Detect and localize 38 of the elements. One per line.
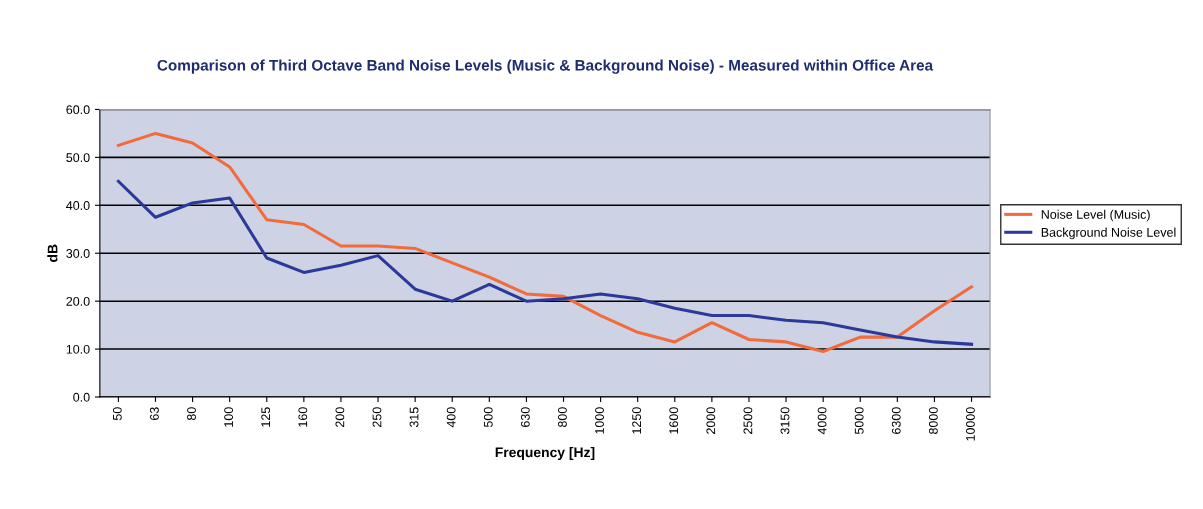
x-tick-label: 400 — [446, 407, 456, 428]
y-tick-label: 20.0 — [66, 296, 90, 306]
x-tick-label: 1000 — [595, 407, 604, 434]
x-tick-label: 80 — [187, 407, 196, 421]
x-tick-label: 1600 — [669, 407, 679, 434]
x-tick-label: 63 — [149, 407, 159, 421]
line-series — [116, 131, 974, 354]
y-tick-label: 50.0 — [66, 153, 90, 163]
x-axis-title: Frequency [Hz] — [495, 447, 595, 460]
y-tick-label: 10.0 — [66, 344, 90, 354]
legend-label: Noise Level (Music) — [1041, 209, 1150, 222]
x-tick-label: 4000 — [817, 407, 827, 435]
x-tick-label: 10000 — [966, 407, 975, 441]
x-tick-label: 250 — [372, 407, 382, 427]
x-tick-label: 500 — [483, 407, 493, 428]
x-tick-label: 200 — [335, 407, 345, 427]
line-series — [116, 179, 974, 346]
y-tick-label: 40.0 — [66, 201, 90, 210]
y-tick-label: 60.0 — [66, 105, 90, 115]
x-tick-label: 2000 — [706, 407, 716, 434]
y-tick-label: 30.0 — [66, 249, 90, 258]
x-tick-label: 630 — [520, 407, 530, 427]
x-tick-label: 315 — [409, 407, 419, 428]
x-tick-label: 160 — [298, 407, 308, 427]
legend-label: Background Noise Level — [1041, 227, 1176, 240]
x-tick-label: 1250 — [632, 407, 642, 434]
y-axis-title: dB — [47, 244, 58, 262]
x-tick-label: 5000 — [854, 407, 864, 435]
x-tick-label: 800 — [558, 407, 567, 428]
x-tick-label: 100 — [224, 407, 234, 427]
x-tick-label: 50 — [112, 407, 122, 421]
chart-title: Comparison of Third Octave Band Noise Levels (Music & Background Noise) - Measured within Office Area — [157, 59, 934, 74]
x-tick-label: 8000 — [928, 407, 938, 434]
x-tick-label: 2500 — [743, 407, 753, 434]
x-tick-label: 125 — [261, 407, 271, 427]
x-tick-label: 3150 — [780, 407, 790, 435]
x-tick-label: 6300 — [891, 407, 901, 434]
y-tick-label: 0.0 — [73, 392, 90, 402]
